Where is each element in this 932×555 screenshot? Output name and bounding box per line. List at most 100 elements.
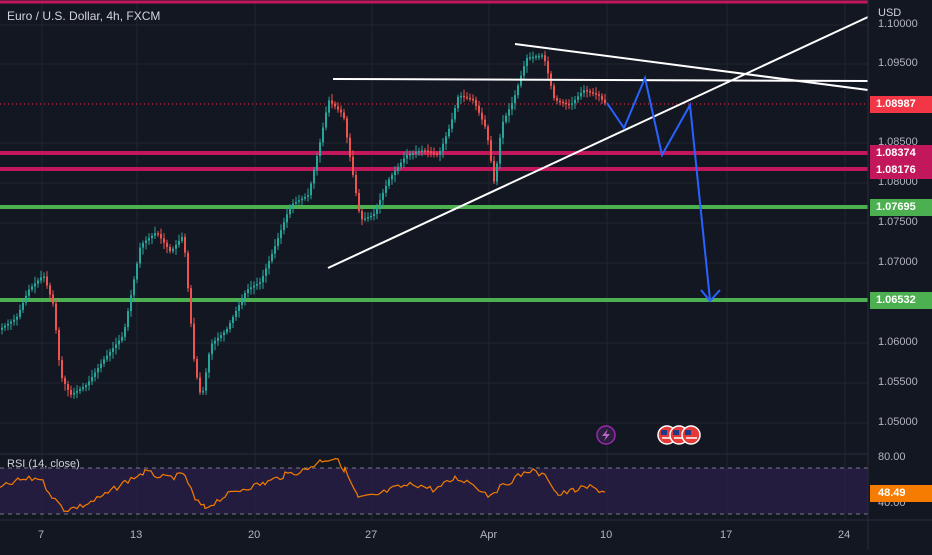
candle-body [1,327,3,330]
candle-body [130,295,132,312]
candle-body [511,103,513,110]
candle-body [4,325,6,328]
horizontal-trendline[interactable] [332,78,869,82]
candle-body [391,175,393,180]
candle-body [337,106,339,110]
candle-body [196,359,198,378]
candle-body [436,153,438,155]
candle-body [304,196,306,199]
candle-body [19,309,21,317]
candle-body [496,163,498,182]
descending-trendline[interactable] [514,43,869,91]
candle-body [358,193,360,211]
candle-body [10,321,12,324]
price-badge-support-upper[interactable]: 1.07695 [870,199,932,216]
candle-body [514,95,516,104]
candle-body [199,377,201,393]
candle-body [412,153,414,155]
candle-body [79,389,81,391]
candle-body [175,244,177,249]
candle-body [298,200,300,202]
time-label: 27 [365,529,378,541]
candle-body [370,215,372,218]
candle-body [121,336,123,341]
candle-body [226,329,228,333]
candle-body [256,284,258,286]
candle-body [157,233,159,235]
price-badge-current[interactable]: 1.08987 [870,96,932,113]
candle-body [271,253,273,262]
candle-body [292,203,294,207]
candle-body [409,153,411,156]
candle-body [25,295,27,303]
candle-body [223,332,225,336]
ascending-trendline[interactable] [327,16,869,269]
price-tick: 1.05500 [878,376,918,388]
candle-body [322,127,324,143]
candle-body [172,248,174,252]
rsi-indicator-label[interactable]: RSI (14, close) [7,458,80,470]
candle-body [154,233,156,236]
candle-body [127,311,129,328]
candle-body [52,294,54,304]
candle-body [595,93,597,95]
candle-body [355,175,357,193]
candle-body [379,199,381,207]
candle-body [49,285,51,295]
candle-body [571,103,573,105]
symbol-title[interactable]: Euro / U.S. Dollar, 4h, FXCM [7,9,161,23]
candle-body [169,247,171,252]
price-axis[interactable] [868,0,932,550]
rsi-line [0,457,606,513]
candle-body [145,240,147,243]
time-label: 24 [838,529,851,541]
candle-body [46,276,48,286]
candle-body [229,323,231,329]
price-tick: 1.05000 [878,416,918,428]
candle-body [334,103,336,107]
candle-body [538,55,540,58]
candle-body [64,378,66,384]
price-badge-support-lower[interactable]: 1.06532 [870,292,932,309]
candle-body [367,217,369,219]
time-label: Apr [480,529,498,541]
candle-body [535,56,537,58]
candle-body [220,335,222,338]
candle-body [319,142,321,157]
candle-body [523,66,525,76]
candle-body [178,240,180,245]
candle-body [532,56,534,59]
candle-body [37,280,39,284]
candle-body [268,261,270,269]
price-badge-resistance-lower[interactable]: 1.08176 [870,162,932,179]
candle-body [136,263,138,280]
price-badge-resistance-upper[interactable]: 1.08374 [870,145,932,162]
candle-body [325,112,327,128]
projection-path[interactable] [606,74,711,301]
candle-body [394,170,396,176]
price-tick: 1.07500 [878,216,918,228]
candle-body [385,185,387,193]
candle-body [505,115,507,122]
candle-body [142,242,144,248]
candle-body [382,192,384,200]
time-label: 17 [720,529,733,541]
candle-body [547,61,549,74]
candle-body [118,340,120,345]
price-tick: 1.08000 [878,176,918,188]
candle-body [103,359,105,364]
currency-label: USD [878,7,902,19]
candle-body [493,160,495,182]
candle-body [34,283,36,287]
candle-body [592,92,594,94]
candle-body [106,355,108,360]
candle-body [460,95,462,98]
candle-body [472,98,474,101]
candle-body [418,151,420,153]
rsi-value-badge[interactable]: 48.49 [870,485,932,502]
us-flag-icon[interactable] [681,425,701,445]
lightning-icon[interactable] [596,425,616,445]
candle-body [76,390,78,393]
